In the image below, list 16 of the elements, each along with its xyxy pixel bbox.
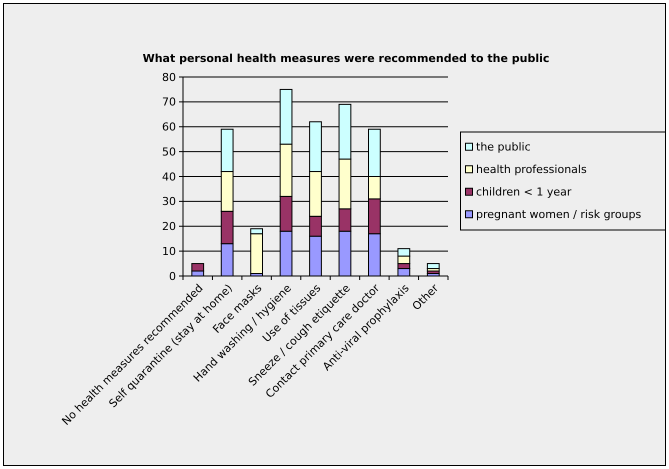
legend-label: health professionals [476, 163, 587, 176]
legend-label: pregnant women / risk groups [476, 208, 642, 222]
legend-label: the public [476, 140, 531, 154]
y-tick-label: 20 [162, 220, 176, 234]
chart-title: What personal health measures were recommended to the public [142, 52, 550, 65]
y-tick-label: 40 [162, 170, 176, 184]
y-tick-label: 50 [162, 145, 176, 158]
y-tick-label: 60 [162, 120, 176, 134]
legend-label: children < 1 year [476, 186, 572, 199]
y-tick-label: 0 [169, 270, 176, 283]
y-tick-label: 70 [162, 96, 176, 109]
bar [426, 263, 440, 270]
y-tick-label: 80 [162, 70, 176, 84]
bar [191, 263, 204, 272]
y-tick-label: 10 [162, 244, 176, 258]
y-tick-label: 30 [162, 195, 176, 208]
